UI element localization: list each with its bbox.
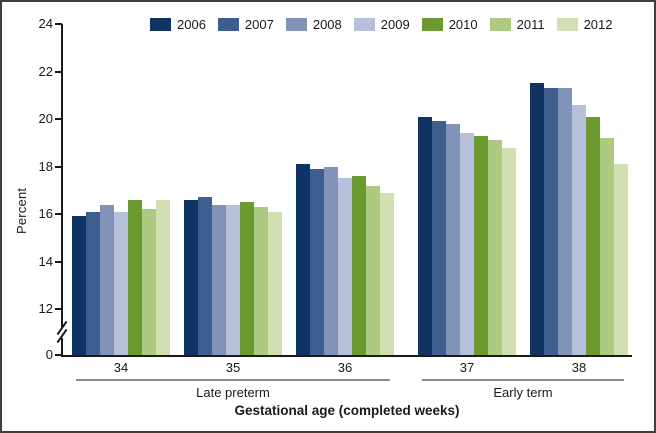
y-tick-mark-20 <box>55 118 62 120</box>
bar-2012-week37 <box>502 147 516 355</box>
bar-2010-week38 <box>586 116 600 355</box>
legend: 2006 2007 2008 2009 2010 2011 2012 <box>150 17 613 32</box>
legend-label-2008: 2008 <box>312 17 342 32</box>
bar-2009-week35 <box>226 204 240 355</box>
legend-label-2010: 2010 <box>448 17 478 32</box>
y-tick-mark-12 <box>55 308 62 310</box>
y-tick-label-16: 16 <box>38 206 53 221</box>
legend-label-2007: 2007 <box>244 17 274 32</box>
y-tick-mark-22 <box>55 70 62 73</box>
legend-label-2009: 2009 <box>380 17 410 32</box>
group-line-late-preterm <box>76 379 390 381</box>
x-axis-title: Gestational age (completed weeks) <box>234 403 460 418</box>
bar-2007-week36 <box>310 168 324 355</box>
bar-2011-week37 <box>488 140 502 355</box>
y-axis-title: Percent <box>14 187 29 234</box>
legend-swatch-2007 <box>217 18 239 31</box>
bar-2008-week34 <box>100 204 114 355</box>
legend-swatch-2012 <box>556 18 578 31</box>
y-tick-mark-24 <box>55 23 62 25</box>
bar-2010-week36 <box>352 176 366 355</box>
legend-item-2007: 2007 <box>217 17 274 32</box>
legend-item-2006: 2006 <box>150 17 206 32</box>
bar-2007-week37 <box>432 121 446 355</box>
y-tick-mark-18 <box>55 165 62 168</box>
bar-2010-week34 <box>128 199 142 355</box>
bar-2011-week36 <box>366 185 380 355</box>
bar-2010-week35 <box>240 202 254 355</box>
y-tick-label-24: 24 <box>38 16 53 31</box>
x-axis-line <box>61 355 632 357</box>
bar-2008-week35 <box>212 204 226 355</box>
bar-2009-week36 <box>338 178 352 355</box>
group-label-late-preterm: Late preterm <box>196 385 270 400</box>
x-category-label-38: 38 <box>571 360 587 375</box>
y-tick-label-22: 22 <box>38 63 53 79</box>
legend-swatch-2006 <box>150 18 171 31</box>
y-tick-label-14: 14 <box>38 253 53 269</box>
bar-2006-week35 <box>184 199 198 355</box>
group-line-early-term <box>422 379 624 381</box>
y-tick-mark-14 <box>55 260 62 263</box>
bar-2012-week34 <box>156 199 170 355</box>
legend-label-2006: 2006 <box>177 17 206 32</box>
bar-2011-week38 <box>600 138 614 355</box>
bar-2010-week37 <box>474 135 488 355</box>
bar-2008-week38 <box>558 88 572 355</box>
x-category-label-36: 36 <box>337 360 353 375</box>
y-tick-label-18: 18 <box>38 158 53 174</box>
bar-2007-week38 <box>544 88 558 355</box>
legend-item-2010: 2010 <box>421 17 478 32</box>
legend-swatch-2008 <box>285 18 307 31</box>
y-tick-label-12: 12 <box>38 301 53 316</box>
x-category-label-34: 34 <box>113 360 129 375</box>
bar-2008-week37 <box>446 123 460 355</box>
bar-2011-week34 <box>142 209 156 356</box>
y-tick-mark-16 <box>55 213 62 215</box>
x-category-label-37: 37 <box>459 360 475 375</box>
bar-2006-week37 <box>418 116 432 355</box>
bar-2006-week36 <box>296 164 310 355</box>
y-axis-line <box>61 24 63 357</box>
bar-2007-week34 <box>86 211 100 355</box>
y-tick-label-0: 0 <box>45 347 53 362</box>
legend-item-2008: 2008 <box>285 17 342 32</box>
bar-2009-week34 <box>114 211 128 355</box>
legend-label-2011: 2011 <box>516 17 545 32</box>
bar-2012-week35 <box>268 211 282 355</box>
legend-label-2012: 2012 <box>583 17 613 32</box>
legend-swatch-2011 <box>489 18 511 31</box>
legend-swatch-2010 <box>421 18 443 31</box>
bar-2011-week35 <box>254 206 268 355</box>
bar-2009-week38 <box>572 104 586 355</box>
y-tick-label-20: 20 <box>38 111 53 126</box>
legend-swatch-2009 <box>353 18 375 31</box>
y-tick-mark-0 <box>55 354 62 356</box>
bar-2012-week36 <box>380 192 394 355</box>
group-label-early-term: Early term <box>493 385 553 400</box>
bar-2006-week38 <box>530 83 544 355</box>
x-category-label-35: 35 <box>225 360 241 375</box>
bar-2012-week38 <box>614 164 628 355</box>
bar-2006-week34 <box>72 216 86 355</box>
bar-2007-week35 <box>198 197 212 355</box>
bar-2009-week37 <box>460 133 474 355</box>
legend-item-2012: 2012 <box>556 17 613 32</box>
legend-item-2011: 2011 <box>489 17 545 32</box>
bar-2008-week36 <box>324 166 338 355</box>
legend-item-2009: 2009 <box>353 17 410 32</box>
